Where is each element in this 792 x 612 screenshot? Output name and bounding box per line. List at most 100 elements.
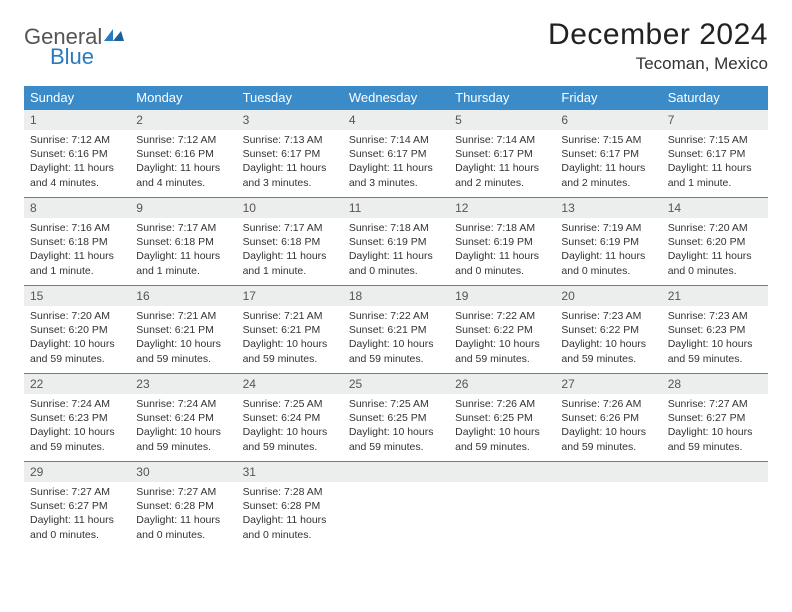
- day-details: Sunrise: 7:14 AMSunset: 6:17 PMDaylight:…: [343, 130, 449, 196]
- daylight-text: Daylight: 10 hours and 59 minutes.: [455, 337, 549, 365]
- day-number: 11: [343, 198, 449, 218]
- calendar-cell: 26Sunrise: 7:26 AMSunset: 6:25 PMDayligh…: [449, 374, 555, 462]
- sunset-text: Sunset: 6:20 PM: [668, 235, 762, 249]
- calendar-cell-empty: [449, 462, 555, 550]
- sunrise-text: Sunrise: 7:25 AM: [243, 397, 337, 411]
- sunset-text: Sunset: 6:17 PM: [349, 147, 443, 161]
- day-details: Sunrise: 7:15 AMSunset: 6:17 PMDaylight:…: [662, 130, 768, 196]
- month-title: December 2024: [548, 18, 768, 52]
- day-number: 3: [237, 110, 343, 130]
- daylight-text: Daylight: 10 hours and 59 minutes.: [561, 337, 655, 365]
- daylight-text: Daylight: 11 hours and 4 minutes.: [30, 161, 124, 189]
- sunrise-text: Sunrise: 7:22 AM: [349, 309, 443, 323]
- day-details: Sunrise: 7:17 AMSunset: 6:18 PMDaylight:…: [130, 218, 236, 284]
- day-number: 6: [555, 110, 661, 130]
- day-number-empty: [343, 462, 449, 482]
- sunrise-text: Sunrise: 7:27 AM: [136, 485, 230, 499]
- sunset-text: Sunset: 6:21 PM: [349, 323, 443, 337]
- calendar-cell: 15 Sunrise: 7:20 AMSunset: 6:20 PMDayligh…: [24, 286, 130, 374]
- day-details: Sunrise: 7:21 AMSunset: 6:21 PMDaylight:…: [237, 306, 343, 372]
- daylight-text: Daylight: 11 hours and 0 minutes.: [243, 513, 337, 541]
- sunset-text: Sunset: 6:27 PM: [668, 411, 762, 425]
- sunset-text: Sunset: 6:22 PM: [455, 323, 549, 337]
- day-number: 20: [555, 286, 661, 306]
- sunrise-text: Sunrise: 7:28 AM: [243, 485, 337, 499]
- daylight-text: Daylight: 10 hours and 59 minutes.: [668, 337, 762, 365]
- day-details: Sunrise: 7:12 AMSunset: 6:16 PMDaylight:…: [130, 130, 236, 196]
- day-details: Sunrise: 7:19 AMSunset: 6:19 PMDaylight:…: [555, 218, 661, 284]
- daylight-text: Daylight: 11 hours and 1 minute.: [668, 161, 762, 189]
- calendar-cell: 20Sunrise: 7:23 AMSunset: 6:22 PMDayligh…: [555, 286, 661, 374]
- calendar-cell: 23Sunrise: 7:24 AMSunset: 6:24 PMDayligh…: [130, 374, 236, 462]
- sunrise-text: Sunrise: 7:24 AM: [136, 397, 230, 411]
- calendar-cell: 13Sunrise: 7:19 AMSunset: 6:19 PMDayligh…: [555, 198, 661, 286]
- sunset-text: Sunset: 6:17 PM: [455, 147, 549, 161]
- sunrise-text: Sunrise: 7:18 AM: [455, 221, 549, 235]
- sunset-text: Sunset: 6:19 PM: [455, 235, 549, 249]
- calendar-cell: 8Sunrise: 7:16 AMSunset: 6:18 PMDaylight…: [24, 198, 130, 286]
- daylight-text: Daylight: 10 hours and 59 minutes.: [349, 337, 443, 365]
- sunrise-text: Sunrise: 7:14 AM: [349, 133, 443, 147]
- day-details: Sunrise: 7:27 AMSunset: 6:27 PMDaylight:…: [662, 394, 768, 460]
- calendar-cell: 31Sunrise: 7:28 AMSunset: 6:28 PMDayligh…: [237, 462, 343, 550]
- day-details: Sunrise: 7:26 AMSunset: 6:25 PMDaylight:…: [449, 394, 555, 460]
- sunset-text: Sunset: 6:17 PM: [668, 147, 762, 161]
- calendar-cell: 19Sunrise: 7:22 AMSunset: 6:22 PMDayligh…: [449, 286, 555, 374]
- calendar-cell: 5Sunrise: 7:14 AMSunset: 6:17 PMDaylight…: [449, 110, 555, 198]
- day-details: Sunrise: 7:13 AMSunset: 6:17 PMDaylight:…: [237, 130, 343, 196]
- day-details: Sunrise: 7:17 AMSunset: 6:18 PMDaylight:…: [237, 218, 343, 284]
- day-number: 24: [237, 374, 343, 394]
- sunrise-text: Sunrise: 7:20 AM: [668, 221, 762, 235]
- day-number: 14: [662, 198, 768, 218]
- logo-mark-icon: [104, 27, 124, 46]
- daylight-text: Daylight: 11 hours and 0 minutes.: [455, 249, 549, 277]
- sunrise-text: Sunrise: 7:26 AM: [455, 397, 549, 411]
- calendar-cell: 16Sunrise: 7:21 AMSunset: 6:21 PMDayligh…: [130, 286, 236, 374]
- logo: GeneralBlue: [24, 18, 124, 70]
- day-number-empty: [555, 462, 661, 482]
- calendar-cell: 10Sunrise: 7:17 AMSunset: 6:18 PMDayligh…: [237, 198, 343, 286]
- day-details-empty: [343, 482, 449, 491]
- location-label: Tecoman, Mexico: [548, 54, 768, 74]
- title-block: December 2024 Tecoman, Mexico: [548, 18, 768, 74]
- daylight-text: Daylight: 10 hours and 59 minutes.: [243, 425, 337, 453]
- sunset-text: Sunset: 6:16 PM: [136, 147, 230, 161]
- weekday-saturday: Saturday: [662, 86, 768, 110]
- day-number: 28: [662, 374, 768, 394]
- sunset-text: Sunset: 6:18 PM: [243, 235, 337, 249]
- daylight-text: Daylight: 11 hours and 1 minute.: [136, 249, 230, 277]
- calendar-cell: 3Sunrise: 7:13 AMSunset: 6:17 PMDaylight…: [237, 110, 343, 198]
- day-number: 22: [24, 374, 130, 394]
- calendar-cell: 2Sunrise: 7:12 AMSunset: 6:16 PMDaylight…: [130, 110, 236, 198]
- sunrise-text: Sunrise: 7:24 AM: [30, 397, 124, 411]
- calendar-row: 1Sunrise: 7:12 AMSunset: 6:16 PMDaylight…: [24, 110, 768, 198]
- sunrise-text: Sunrise: 7:19 AM: [561, 221, 655, 235]
- sunrise-text: Sunrise: 7:20 AM: [30, 309, 124, 323]
- sunset-text: Sunset: 6:20 PM: [30, 323, 124, 337]
- day-details: Sunrise: 7:20 AMSunset: 6:20 PMDaylight:…: [662, 218, 768, 284]
- calendar-cell-empty: [343, 462, 449, 550]
- daylight-text: Daylight: 11 hours and 0 minutes.: [668, 249, 762, 277]
- sunset-text: Sunset: 6:23 PM: [668, 323, 762, 337]
- daylight-text: Daylight: 11 hours and 1 minute.: [243, 249, 337, 277]
- daylight-text: Daylight: 11 hours and 3 minutes.: [243, 161, 337, 189]
- calendar-cell: 24Sunrise: 7:25 AMSunset: 6:24 PMDayligh…: [237, 374, 343, 462]
- logo-text-blue: Blue: [50, 44, 124, 70]
- sunset-text: Sunset: 6:27 PM: [30, 499, 124, 513]
- daylight-text: Daylight: 11 hours and 0 minutes.: [349, 249, 443, 277]
- daylight-text: Daylight: 10 hours and 59 minutes.: [30, 337, 124, 365]
- day-number: 19: [449, 286, 555, 306]
- sunrise-text: Sunrise: 7:15 AM: [561, 133, 655, 147]
- day-number: 15: [24, 286, 130, 306]
- sunset-text: Sunset: 6:19 PM: [349, 235, 443, 249]
- daylight-text: Daylight: 11 hours and 0 minutes.: [30, 513, 124, 541]
- sunrise-text: Sunrise: 7:17 AM: [243, 221, 337, 235]
- weekday-sunday: Sunday: [24, 86, 130, 110]
- sunrise-text: Sunrise: 7:23 AM: [561, 309, 655, 323]
- day-details: Sunrise: 7:24 AMSunset: 6:24 PMDaylight:…: [130, 394, 236, 460]
- sunrise-text: Sunrise: 7:21 AM: [243, 309, 337, 323]
- calendar-cell: 7Sunrise: 7:15 AMSunset: 6:17 PMDaylight…: [662, 110, 768, 198]
- day-details: Sunrise: 7:23 AMSunset: 6:23 PMDaylight:…: [662, 306, 768, 372]
- sunset-text: Sunset: 6:25 PM: [455, 411, 549, 425]
- day-number: 16: [130, 286, 236, 306]
